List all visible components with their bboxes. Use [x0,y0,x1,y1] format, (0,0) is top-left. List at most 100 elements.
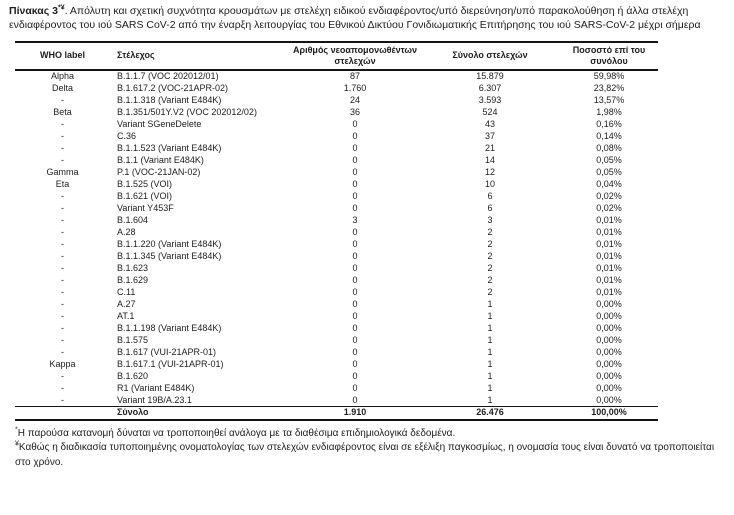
strain-cell: B.1.1.7 (VOC 202012/01) [117,71,219,82]
new-isolates-cell: 0 [352,226,358,237]
who-label-cell: Beta [53,106,72,117]
who-label-cell: - [61,130,64,141]
strain-cell: Variant Y453F [117,202,174,213]
percent-cell: 0,01% [596,274,622,285]
table-row: - B.1.620 0 1 0,00% [15,371,658,383]
strain-cell: B.1.1.318 (Variant E484K) [117,94,222,105]
who-label-cell: Alpha [50,71,75,82]
strain-cell: B.1.617.2 (VOC-21APR-02) [117,82,229,93]
new-isolates-cell: 0 [352,166,358,177]
table-row: - B.1.1.198 (Variant E484K) 0 1 0,00% [15,323,658,335]
new-isolates-cell: 0 [352,250,358,261]
percent-cell: 0,01% [596,286,622,297]
caption-label: Πίνακας 3 [9,5,58,17]
table-row: - B.1.575 0 1 0,00% [15,335,658,347]
strain-cell: B.1.617.1 (VUI-21APR-01) [117,358,224,369]
who-label-cell: - [61,370,64,381]
footnote-nomenclature: ¥Καθώς η διαδικασία τυποποιημένης ονοματ… [15,441,727,470]
percent-cell: 0,00% [596,298,622,309]
who-label-cell: - [61,94,64,105]
total-strains-cell: 12 [484,166,495,177]
footnote-distribution: *Η παρούσα κατανομή δύναται να τροποποιη… [15,426,727,442]
table-row: Eta B.1.525 (VOI) 0 10 0,04% [15,179,658,191]
strain-cell: B.1.1.198 (Variant E484K) [117,322,222,333]
who-label-cell: Kappa [49,358,76,369]
who-label-cell: Gamma [46,166,79,177]
table-row: - B.1.1 (Variant E484K) 0 14 0,05% [15,155,658,167]
strain-cell: B.1.1.523 (Variant E484K) [117,142,222,153]
table-row: - B.1.1.345 (Variant E484K) 0 2 0,01% [15,251,658,263]
percent-cell: 0,04% [596,178,622,189]
new-isolates-cell: 0 [352,142,358,153]
total-strains-cell: 43 [484,118,495,129]
table-row: - B.1.1.318 (Variant E484K) 24 3.593 13,57% [15,95,658,107]
table-row: - B.1.621 (VOI) 0 6 0,02% [15,191,658,203]
percent-cell: 0,01% [596,214,622,225]
strain-cell: B.1.621 (VOI) [117,190,173,201]
who-label-cell: - [61,394,64,405]
strain-cell: Variant 19B/A.23.1 [117,394,192,405]
strain-cell: Variant SGeneDelete [117,118,202,129]
total-strains-cell: 524 [482,106,498,117]
new-isolates-cell: 0 [352,310,358,321]
percent-cell: 0,00% [596,370,622,381]
new-isolates-cell: 0 [352,358,358,369]
total-strains-cell: 2 [487,238,493,249]
percent-cell: 0,08% [596,142,622,153]
table-row: - A.28 0 2 0,01% [15,227,658,239]
strain-cell: R1 (Variant E484K) [117,382,195,393]
percent-cell: 0,00% [596,346,622,357]
col-header-total-strains: Σύνολο στελεχών [452,50,528,61]
who-label-cell: Eta [55,178,70,189]
strain-cell: A.27 [117,298,136,309]
strain-cell: B.1.525 (VOI) [117,178,173,189]
percent-cell: 0,00% [596,382,622,393]
strain-cell: P.1 (VOC-21JAN-02) [117,166,201,177]
new-isolates-cell: 0 [352,298,358,309]
footnotes: *Η παρούσα κατανομή δύναται να τροποποιη… [15,426,727,471]
percent-cell: 13,57% [593,94,625,105]
strain-cell: AT.1 [117,310,135,321]
who-label-cell: - [61,118,64,129]
who-label-cell: - [61,238,64,249]
table-row: - C.11 0 2 0,01% [15,287,658,299]
total-strains-cell: 2 [487,262,493,273]
strain-cell: A.28 [117,226,136,237]
strain-cell: B.1.620 [117,370,149,381]
new-isolates-cell: 0 [352,262,358,273]
total-strains-cell: 6.307 [478,82,502,93]
new-isolates-cell: 87 [349,71,360,82]
percent-cell: 0,00% [596,334,622,345]
new-isolates-cell: 0 [352,202,358,213]
percent-cell: 0,00% [596,358,622,369]
new-isolates-cell: 36 [349,106,360,117]
total-strains-cell: 10 [484,178,495,189]
new-isolates-cell: 0 [352,370,358,381]
footnote-nomenclature-text: Καθώς η διαδικασία τυποποιημένης ονοματο… [15,442,715,468]
total-strains-cell: 15.879 [476,71,504,82]
total-label: Σύνολο [117,407,149,418]
total-percent: 100,00% [591,407,627,418]
percent-cell: 0,02% [596,202,622,213]
header-row: WHO label Στέλεχος Αριθμός νεοαπομονωθέν… [15,42,658,71]
table-row: - B.1.1.523 (Variant E484K) 0 21 0,08% [15,143,658,155]
table-row: - B.1.1.220 (Variant E484K) 0 2 0,01% [15,239,658,251]
new-isolates-cell: 0 [352,274,358,285]
who-label-cell: - [61,262,64,273]
new-isolates-cell: 0 [352,130,358,141]
strain-cell: B.1.351/501Y.V2 (VOC 202012/02) [117,106,257,117]
total-strains-cell: 1 [487,382,493,393]
footnote-yen-marker: ¥ [15,440,19,448]
new-isolates-cell: 0 [352,286,358,297]
table-row: - B.1.604 3 3 0,01% [15,215,658,227]
new-isolates-cell: 3 [352,214,358,225]
new-isolates-cell: 0 [352,154,358,165]
table-row: - B.1.629 0 2 0,01% [15,275,658,287]
table-caption: Πίνακας 3*¥. Απόλυτη και σχετική συχνότη… [9,5,723,32]
who-label-cell: - [61,346,64,357]
who-label-cell: - [61,274,64,285]
total-strains-cell: 2 [487,286,493,297]
total-strains-cell: 37 [484,130,495,141]
strain-cell: B.1.604 [117,214,149,225]
percent-cell: 0,16% [596,118,622,129]
